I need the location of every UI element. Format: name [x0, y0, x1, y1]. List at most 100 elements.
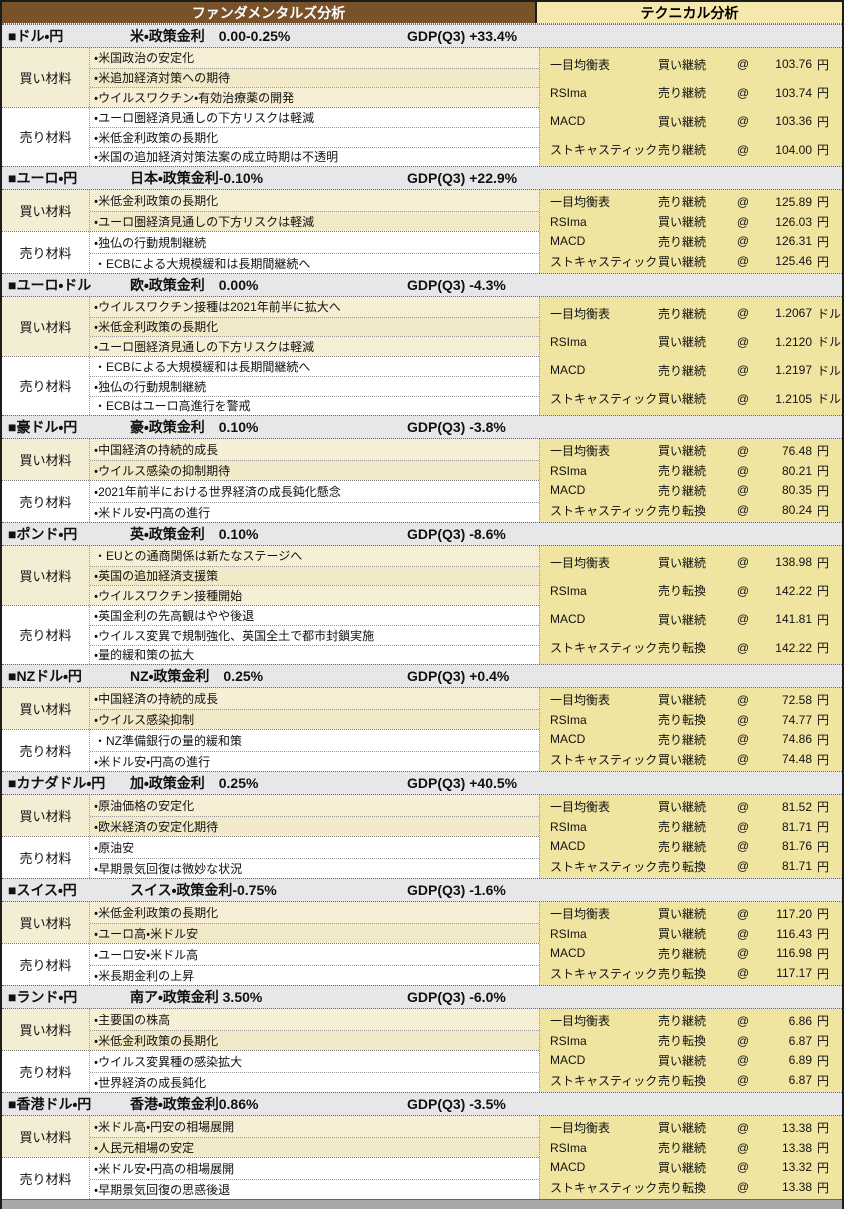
sell-group: 売り材料 ・独仏の行動規制継続 ・ECBによる大規模緩和は長期間継続へ: [2, 231, 539, 273]
indicator-row: 一目均衡表 買い継続 @72.58 円: [540, 690, 842, 710]
signal-label: 買い継続: [658, 114, 707, 129]
price-unit: 円: [817, 483, 830, 498]
at-symbol: @: [736, 194, 750, 209]
price-value: 1.2105: [775, 391, 812, 406]
signal-label: 買い継続: [658, 752, 707, 767]
fundamentals-cell: 買い材料 ・米国政治の安定化 ・米追加経済対策への期待 ・ウイルスワクチン・有効治療…: [2, 48, 539, 166]
price-value: 13.38: [781, 1140, 812, 1155]
price-value: 81.71: [781, 819, 812, 834]
price-value: 142.22: [775, 583, 812, 598]
price-value: 81.71: [781, 859, 812, 874]
price-unit: 円: [817, 839, 830, 854]
at-symbol: @: [736, 114, 750, 129]
buy-items: ・主要国の株高 ・米低金利政策の長期化: [90, 1009, 539, 1050]
buy-group: 買い材料 ・原油価格の安定化 ・欧米経済の安定化期待: [2, 795, 539, 836]
signal-label: 買い継続: [658, 444, 707, 459]
indicator-row: ストキャスティック 売り転換 @13.38 円: [540, 1177, 842, 1197]
gdp-value: GDP(Q3) -4.3%: [407, 277, 506, 293]
sell-items: ・ユーロ圏経済見通しの下方リスクは軽減 ・米低金利政策の長期化 ・米国の追加経済対策…: [90, 107, 539, 166]
fundamentals-cell: 買い材料 ・主要国の株高 ・米低金利政策の長期化 売り材料 ・ウイルス変異種の感染…: [2, 1009, 539, 1092]
sell-item: ・早期景気回復は微妙な状況: [90, 857, 539, 878]
section-header: ■豪ドル・円 豪・政策金利 0.10% GDP(Q3) -3.8%: [2, 415, 842, 439]
price-value: 80.35: [781, 483, 812, 498]
sell-group: 売り材料 ・2021年前半における世界経済の成長鈍化懸念 ・米ドル安・円高の進行: [2, 480, 539, 522]
indicator-row: 一目均衡表 買い継続 @76.48 円: [540, 441, 842, 461]
signal-label: 売り継続: [658, 195, 707, 210]
price-value: 125.46: [775, 254, 812, 269]
price-value: 13.38: [781, 1180, 812, 1195]
section-body: 買い材料 ・EUとの通商関係は新たなステージへ ・英国の追加経済支援策 ・ウイルスワ…: [2, 546, 842, 664]
technical-panel: 一目均衡表 買い継続 @81.52 円 RSIma 売り継続 @81.71 円 MACD 売り継続…: [539, 795, 842, 878]
indicator-row: 一目均衡表 売り継続 @6.86 円: [540, 1011, 842, 1031]
at-symbol: @: [736, 214, 750, 229]
technical-panel: 一目均衡表 売り継続 @1.2067 ドル RSIma 買い継続 @1.2120 ドル MACD…: [539, 297, 842, 415]
sell-group: 売り材料 ・英国金利の先高観はやや後退 ・ウイルス変異で規制強化、英国全土で都市封…: [2, 604, 539, 664]
section-body: 買い材料 ・米低金利政策の長期化 ・ユーロ圏経済見通しの下方リスクは軽減 売り材料…: [2, 190, 842, 273]
price-unit: 円: [817, 966, 830, 981]
price-unit: 円: [817, 503, 830, 518]
pair-name: ■NZドル・円: [8, 668, 82, 684]
indicator-row: ストキャスティック 売り継続 @104.00 円: [540, 136, 842, 165]
indicator-name: ストキャスティック: [550, 1073, 658, 1088]
buy-item: ・人民元相場の安定: [90, 1136, 539, 1157]
signal-label: 買い継続: [658, 1053, 707, 1068]
indicator-name: 一目均衡表: [550, 306, 611, 321]
at-symbol: @: [736, 503, 750, 518]
signal-label: 売り継続: [658, 363, 707, 378]
indicator-row: ストキャスティック 売り転換 @142.22 円: [540, 634, 842, 663]
buy-item: ・ウイルスワクチン接種開始: [90, 585, 539, 605]
price-unit: 円: [817, 946, 830, 961]
gdp-value: GDP(Q3) +22.9%: [407, 170, 518, 186]
signal-label: 売り転換: [658, 859, 707, 874]
buy-label: 買い材料: [2, 795, 90, 836]
price-value: 6.87: [788, 1033, 812, 1048]
indicator-name: MACD: [550, 612, 586, 627]
buy-item: ・ウイルス感染の抑制期待: [90, 459, 539, 480]
price-unit: 円: [817, 86, 830, 101]
sell-label: 売り材料: [2, 107, 90, 166]
sell-group: 売り材料 ・ウイルス変異種の感染拡大 ・世界経済の成長鈍化: [2, 1050, 539, 1092]
fundamentals-cell: 買い材料 ・EUとの通商関係は新たなステージへ ・英国の追加経済支援策 ・ウイルスワ…: [2, 546, 539, 664]
price-value: 72.58: [781, 692, 812, 707]
price-value: 1.2197: [775, 363, 812, 378]
sell-group: 売り材料 ・ユーロ安・米ドル高 ・米長期金利の上昇: [2, 943, 539, 985]
indicator-row: ストキャスティック 売り転換 @80.24 円: [540, 500, 842, 520]
indicator-name: RSIma: [550, 583, 587, 598]
indicator-name: 一目均衡表: [550, 907, 611, 922]
price-unit: ドル: [817, 392, 842, 407]
signal-label: 買い継続: [658, 555, 707, 570]
signal-label: 買い継続: [658, 612, 707, 627]
price-unit: 円: [817, 859, 830, 874]
indicator-name: MACD: [550, 363, 586, 378]
section-header: ■NZドル・円 NZ・政策金利 0.25% GDP(Q3) +0.4%: [2, 664, 842, 688]
signal-label: 売り転換: [658, 1073, 707, 1088]
technical-panel: 一目均衡表 買い継続 @138.98 円 RSIma 売り転換 @142.22 円 MACD 買い…: [539, 546, 842, 664]
price-value: 6.87: [788, 1073, 812, 1088]
indicator-name: ストキャスティック: [550, 392, 658, 407]
technical-header: テクニカル分析: [537, 2, 842, 23]
price-unit: 円: [817, 907, 830, 922]
price-unit: 円: [817, 927, 830, 942]
signal-label: 売り継続: [658, 946, 707, 961]
indicator-name: ストキャスティック: [550, 966, 658, 981]
signal-label: 買い継続: [658, 1121, 707, 1136]
buy-group: 買い材料 ・米低金利政策の長期化 ・ユーロ高・米ドル安: [2, 902, 539, 943]
buy-item: ・米国政治の安定化: [90, 48, 539, 68]
policy-rate: 香港・政策金利0.86%: [130, 1096, 259, 1112]
indicator-row: MACD 売り継続 @80.35 円: [540, 481, 842, 501]
buy-items: ・原油価格の安定化 ・欧米経済の安定化期待: [90, 795, 539, 836]
buy-group: 買い材料 ・米国政治の安定化 ・米追加経済対策への期待 ・ウイルスワクチン・有効治療…: [2, 48, 539, 107]
price-unit: 円: [817, 1034, 830, 1049]
signal-label: 買い継続: [658, 335, 707, 350]
at-symbol: @: [736, 1140, 750, 1155]
price-value: 76.48: [781, 443, 812, 458]
indicator-row: RSIma 売り継続 @103.74 円: [540, 79, 842, 108]
at-symbol: @: [736, 1053, 750, 1068]
indicator-row: RSIma 売り転換 @74.77 円: [540, 710, 842, 730]
indicator-name: ストキャスティック: [550, 641, 658, 656]
price-unit: 円: [817, 612, 830, 627]
price-value: 116.98: [776, 946, 812, 961]
signal-label: 売り継続: [658, 464, 707, 479]
indicator-name: RSIma: [550, 1140, 587, 1155]
buy-item: ・ユーロ高・米ドル安: [90, 922, 539, 943]
